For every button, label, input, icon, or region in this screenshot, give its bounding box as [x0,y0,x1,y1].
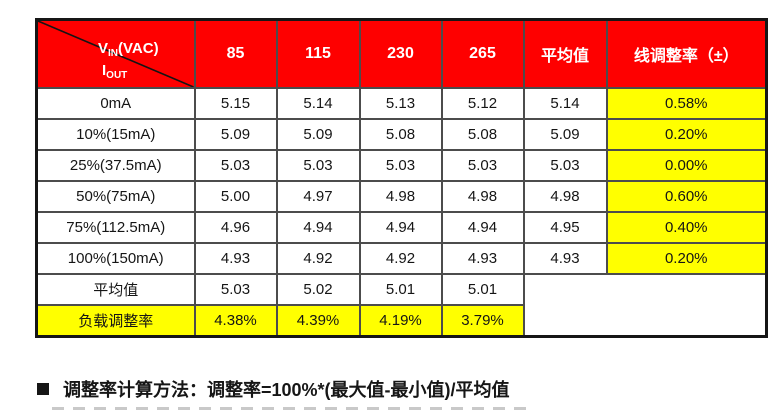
value-cell: 5.14 [275,87,361,120]
value-cell: 5.12 [440,87,525,120]
table-row-75pct: 75%(112.5mA) 4.96 4.94 4.94 4.94 4.95 0.… [35,211,768,244]
footnote: 调整率计算方法：调整率=100%*(最大值-最小值)/平均值 [37,376,510,402]
average-cell: 4.98 [522,180,608,213]
value-cell: 5.15 [193,87,278,120]
table-row-25pct: 25%(37.5mA) 5.03 5.03 5.03 5.03 5.03 0.0… [35,149,768,182]
header-row: VIN(VAC) IOUT 85 115 230 265 平均值 线调整率（±） [35,18,768,89]
value-cell: 5.03 [358,149,443,182]
load-regulation-cell: 4.38% [193,304,278,338]
average-cell: 4.93 [522,242,608,275]
iout-label: IOUT [102,62,128,81]
row-label: 平均值 [35,273,196,306]
average-cell: 5.09 [522,118,608,151]
value-cell: 5.03 [193,149,278,182]
average-cell: 4.95 [522,211,608,244]
diagonal-divider-line [38,21,193,87]
table-row-10pct: 10%(15mA) 5.09 5.09 5.08 5.08 5.09 0.20% [35,118,768,151]
load-regulation-cell: 3.79% [440,304,525,338]
value-cell: 4.94 [358,211,443,244]
value-cell: 5.08 [440,118,525,151]
voltage-regulation-table: VIN(VAC) IOUT 85 115 230 265 平均值 线调整率（±）… [35,18,768,338]
value-cell: 4.96 [193,211,278,244]
corner-header-cell: VIN(VAC) IOUT [35,18,196,89]
row-label: 0mA [35,87,196,120]
value-cell: 5.09 [275,118,361,151]
line-regulation-cell: 0.20% [605,242,768,275]
col-header-line-regulation: 线调整率（±） [605,18,768,89]
value-cell: 5.03 [193,273,278,306]
value-cell: 4.94 [440,211,525,244]
col-header-115: 115 [275,18,361,89]
vin-vac-label: VIN(VAC) [98,40,159,59]
row-label: 75%(112.5mA) [35,211,196,244]
value-cell: 5.03 [440,149,525,182]
value-cell: 5.09 [193,118,278,151]
cropped-next-line [52,407,532,410]
line-regulation-cell: 0.58% [605,87,768,120]
load-regulation-cell: 4.19% [358,304,443,338]
col-header-265: 265 [440,18,525,89]
value-cell: 5.02 [275,273,361,306]
table-row-0ma: 0mA 5.15 5.14 5.13 5.12 5.14 0.58% [35,87,768,120]
value-cell: 5.01 [358,273,443,306]
value-cell: 5.03 [275,149,361,182]
row-label: 100%(150mA) [35,242,196,275]
value-cell: 4.97 [275,180,361,213]
row-label: 50%(75mA) [35,180,196,213]
value-cell: 5.08 [358,118,443,151]
table-row-50pct: 50%(75mA) 5.00 4.97 4.98 4.98 4.98 0.60% [35,180,768,213]
col-header-85: 85 [193,18,278,89]
value-cell: 4.92 [358,242,443,275]
value-cell: 5.01 [440,273,525,306]
col-header-average: 平均值 [522,18,608,89]
value-cell: 5.13 [358,87,443,120]
value-cell: 4.94 [275,211,361,244]
row-label: 10%(15mA) [35,118,196,151]
footnote-text: 调整率计算方法：调整率=100%*(最大值-最小值)/平均值 [63,380,510,400]
value-cell: 4.92 [275,242,361,275]
row-label: 负载调整率 [35,304,196,338]
value-cell: 5.00 [193,180,278,213]
average-row: 平均值 5.03 5.02 5.01 5.01 [35,273,768,338]
average-cell: 5.14 [522,87,608,120]
line-regulation-cell: 0.40% [605,211,768,244]
load-regulation-cell: 4.39% [275,304,361,338]
average-cell: 5.03 [522,149,608,182]
value-cell: 4.93 [440,242,525,275]
merged-empty-cell [522,273,768,338]
value-cell: 4.98 [358,180,443,213]
square-bullet-icon [37,383,49,395]
line-regulation-cell: 0.00% [605,149,768,182]
load-regulation-row: 负载调整率 4.38% 4.39% 4.19% 3.79% [35,304,767,338]
value-cell: 4.98 [440,180,525,213]
value-cell: 4.93 [193,242,278,275]
table-row-100pct: 100%(150mA) 4.93 4.92 4.92 4.93 4.93 0.2… [35,242,768,275]
line-regulation-cell: 0.60% [605,180,768,213]
col-header-230: 230 [358,18,443,89]
row-label: 25%(37.5mA) [35,149,196,182]
line-regulation-cell: 0.20% [605,118,768,151]
